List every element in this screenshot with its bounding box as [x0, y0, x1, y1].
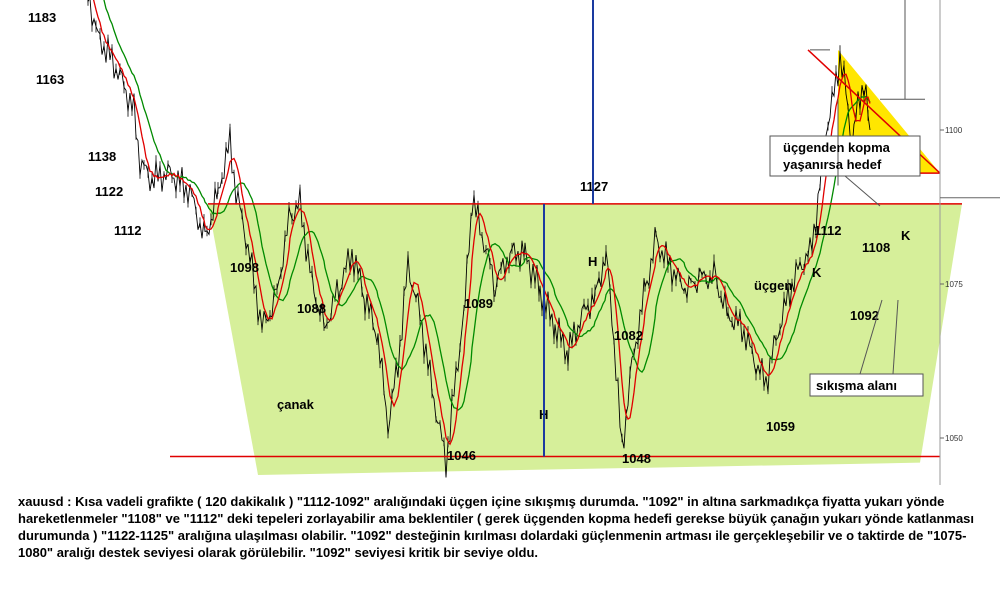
- label-ucgen: üçgen: [754, 278, 792, 293]
- level-label-1127: 1127: [580, 179, 608, 194]
- price-label-1059: 1059: [766, 419, 795, 434]
- label-target-1: üçgenden kopma: [783, 140, 891, 155]
- label-k-right: K: [901, 228, 911, 243]
- target-note-pointer: [844, 175, 881, 207]
- price-series: [87, 0, 871, 478]
- y-tick-label: 1075: [945, 280, 963, 289]
- price-label-1092: 1092: [850, 308, 879, 323]
- target-note-box: [769, 135, 921, 177]
- label-k-left: K: [812, 265, 822, 280]
- y-axis: 105010751100112511501175: [939, 0, 1000, 485]
- price-labels: 1183 1163 1138 1122 1112 1098 1088 1089 1046 1082…: [28, 10, 890, 466]
- annotation-lines: [543, 0, 925, 457]
- price-label-1138: 1138: [88, 149, 116, 164]
- price-label-1046: 1046: [447, 448, 476, 463]
- label-canak: çanak: [277, 397, 315, 412]
- label-h-top: H: [588, 254, 597, 269]
- squeeze-note-pointer-1: [859, 299, 883, 375]
- price-label-1122: 1122: [95, 184, 123, 199]
- y-tick-label: 1100: [945, 126, 963, 135]
- price-label-1089: 1089: [464, 296, 493, 311]
- price-label-1098: 1098: [230, 260, 259, 275]
- caption-text: xauusd : Kısa vadeli grafikte ( 120 daki…: [18, 494, 975, 560]
- price-label-1112: 1112: [114, 223, 142, 238]
- label-sikisma: sıkışma alanı: [816, 378, 897, 393]
- price-label-1183: 1183: [28, 10, 56, 25]
- y-tick-label: 1050: [945, 434, 963, 443]
- squeeze-note-box: [809, 373, 924, 397]
- price-label-1048: 1048: [622, 451, 651, 466]
- price-label-1163: 1163: [36, 72, 64, 87]
- price-label-1082: 1082: [614, 328, 643, 343]
- fast-moving-average: [92, 0, 871, 446]
- price-chart: 105010751100112511501175 118311631138112…: [28, 0, 1000, 485]
- slow-moving-average: [103, 0, 871, 411]
- squeeze-note-pointer-2: [892, 299, 899, 375]
- price-label-1112: 1112: [814, 223, 842, 238]
- price-label-1088: 1088: [297, 301, 326, 316]
- price-label-1108: 1108: [862, 240, 890, 255]
- label-target-2: yaşanırsa hedef: [783, 157, 882, 172]
- cup-zone: [208, 203, 962, 475]
